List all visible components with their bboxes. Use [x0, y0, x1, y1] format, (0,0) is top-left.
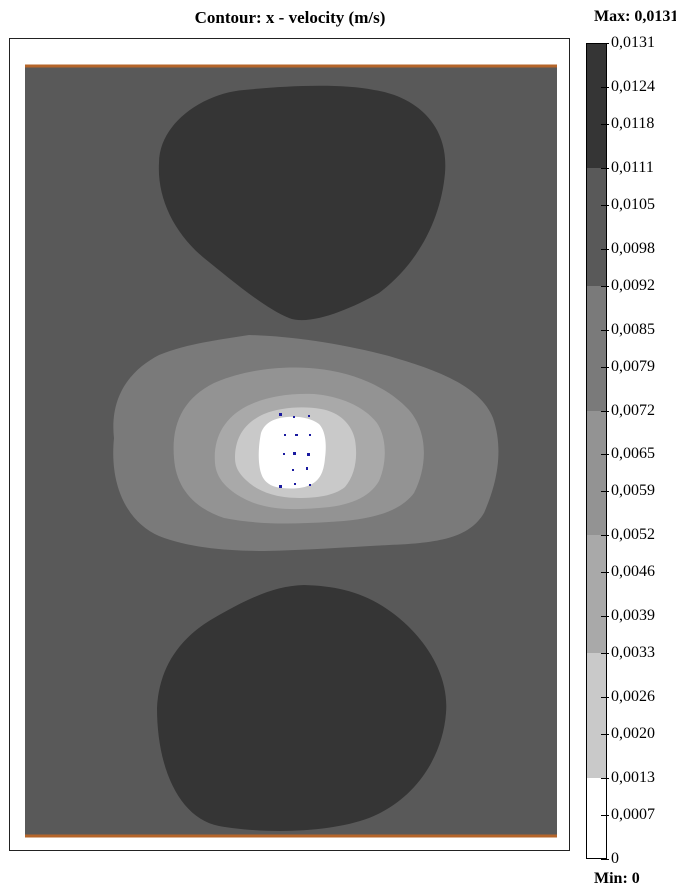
vector-marker — [293, 452, 296, 455]
colorbar-min-label: Min: 0 — [594, 870, 640, 887]
colorbar-tick-label: 0,0079 — [611, 357, 655, 375]
colorbar-tick-label: 0,0131 — [611, 34, 655, 51]
colorbar-tick-label: 0,0098 — [611, 239, 655, 257]
colorbar-tick-label: 0,0033 — [611, 644, 655, 662]
vector-marker — [307, 453, 310, 456]
colorbar-tick-label: 0,0052 — [611, 526, 655, 544]
contour-center-level-5 — [258, 416, 326, 489]
colorbar-tick-mark — [601, 167, 609, 169]
vector-marker — [279, 413, 282, 416]
vector-marker — [309, 434, 311, 436]
colorbar-level-2 — [586, 285, 607, 411]
colorbar-tick-label: 0,0007 — [611, 806, 655, 824]
colorbar-tick-mark — [601, 778, 609, 780]
vector-marker — [308, 415, 310, 417]
colorbar-level-0 — [586, 43, 607, 168]
colorbar-tick-mark — [601, 491, 609, 493]
colorbar-tick-mark — [601, 204, 609, 206]
colorbar-max-label: Max: 0,0131 — [594, 8, 676, 25]
colorbar-tick-mark — [601, 329, 609, 331]
colorbar-tick-mark — [601, 859, 609, 860]
colorbar-tick-label: 0,0059 — [611, 482, 655, 500]
vector-marker — [295, 434, 298, 436]
colorbar-tick-mark — [601, 653, 609, 655]
colorbar-level-5 — [586, 653, 607, 779]
colorbar-tick-label: 0,0026 — [611, 688, 655, 706]
vector-marker — [294, 483, 296, 485]
colorbar-border — [586, 43, 607, 859]
cropped-heading-text — [0, 0, 676, 4]
colorbar-tick-mark — [601, 248, 609, 250]
contour-lower-lobe — [157, 585, 447, 831]
colorbar-tick-label: 0,0105 — [611, 195, 655, 213]
colorbar-tick-mark — [601, 734, 609, 736]
vector-marker — [279, 485, 282, 488]
colorbar-tick-label: 0,0020 — [611, 725, 655, 743]
vector-marker — [309, 484, 311, 486]
colorbar-level-6 — [586, 778, 607, 859]
colorbar-tick-mark — [601, 86, 609, 88]
vector-marker — [283, 453, 285, 455]
colorbar-tick-label: 0,0085 — [611, 320, 655, 338]
velocity-vector-markers — [279, 413, 311, 488]
colorbar-tick-mark — [601, 366, 609, 368]
chart-title: Contour: x - velocity (m/s) — [194, 8, 386, 27]
vector-marker — [306, 467, 308, 470]
colorbar-tick-mark — [601, 285, 609, 287]
colorbar-tick-label: 0 — [611, 850, 619, 867]
vector-marker — [292, 469, 294, 471]
colorbar-level-1 — [586, 167, 607, 286]
contour-plot — [25, 64, 557, 838]
colorbar-tick-label: 0,0013 — [611, 769, 655, 787]
colorbar-tick-label: 0,0039 — [611, 607, 655, 625]
colorbar-tick-mark — [601, 410, 609, 412]
colorbar-tick-mark — [601, 43, 609, 44]
colorbar-tick-label: 0,0072 — [611, 401, 655, 419]
colorbar-tick-label: 0,0092 — [611, 276, 655, 294]
colorbar-tick-mark — [601, 123, 609, 125]
colorbar-tick-label: 0,0046 — [611, 563, 655, 581]
colorbar-tick-mark — [601, 572, 609, 574]
colorbar-tick-label: 0,0124 — [611, 77, 655, 95]
colorbar — [586, 43, 607, 859]
colorbar-tick-mark — [601, 697, 609, 699]
colorbar-tick-mark — [601, 616, 609, 618]
colorbar-tick-mark — [601, 815, 609, 817]
vector-marker — [293, 416, 295, 418]
colorbar-tick-label: 0,0111 — [611, 158, 654, 176]
colorbar-level-3 — [586, 410, 607, 536]
colorbar-tick-mark — [601, 454, 609, 456]
colorbar-tick-label: 0,0118 — [611, 114, 655, 132]
colorbar-level-4 — [586, 535, 607, 654]
colorbar-tick-mark — [601, 535, 609, 537]
vector-marker — [284, 434, 286, 436]
contour-upper-lobe — [158, 85, 446, 321]
colorbar-tick-label: 0,0065 — [611, 445, 655, 463]
